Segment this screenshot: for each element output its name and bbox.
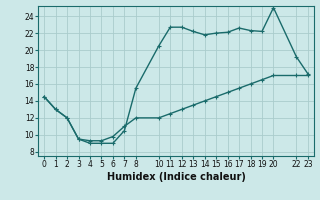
X-axis label: Humidex (Indice chaleur): Humidex (Indice chaleur) (107, 172, 245, 182)
